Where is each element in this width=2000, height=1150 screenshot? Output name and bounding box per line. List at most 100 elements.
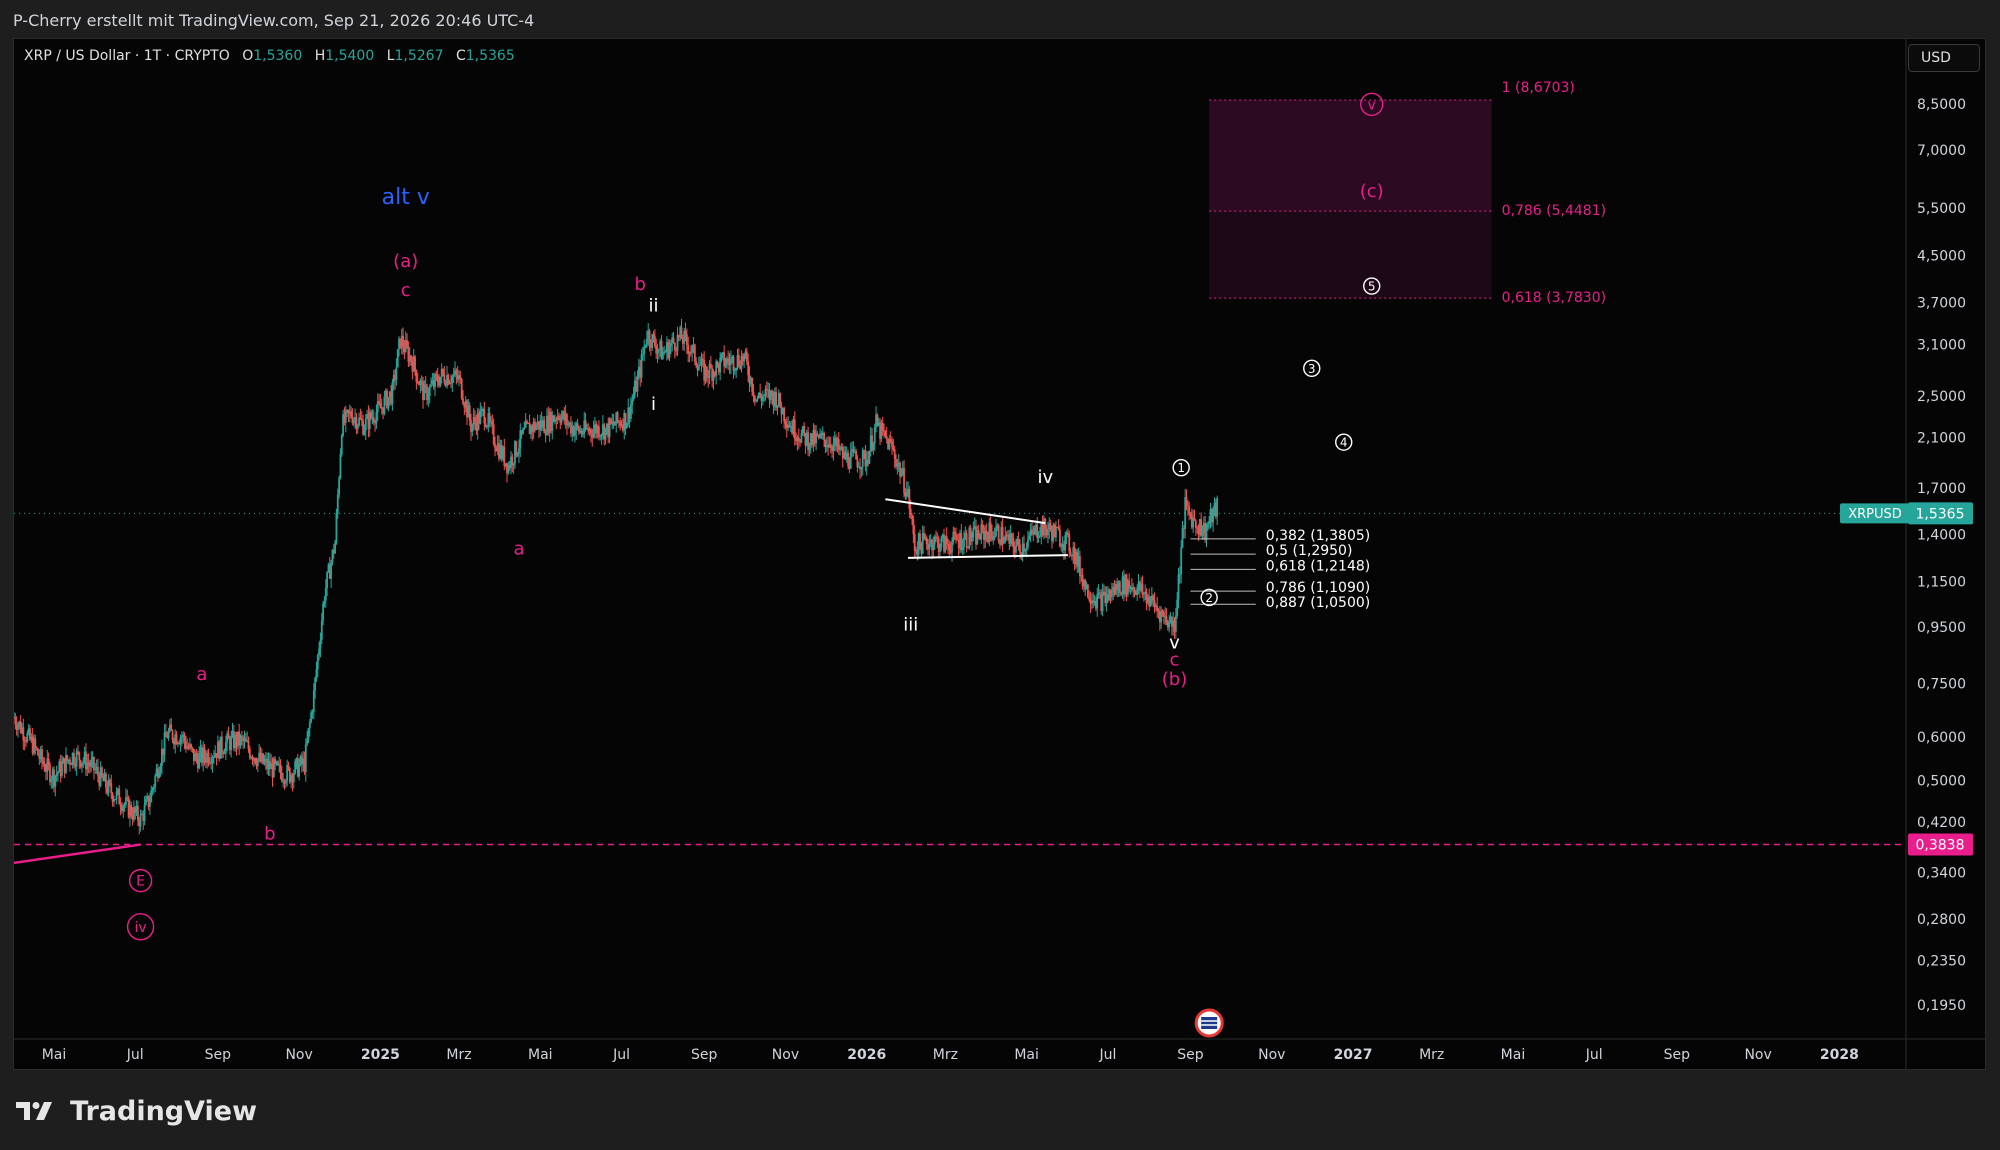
candle-body xyxy=(1025,547,1028,549)
candle-body xyxy=(1145,591,1148,604)
candle-body xyxy=(41,749,43,762)
candle-body xyxy=(240,736,243,738)
candle-body xyxy=(1081,575,1084,587)
chart-area[interactable]: 1 (8,6703) 0,786 (5,4481) 0,618 (3,7830) 0,… xyxy=(13,38,1987,1071)
candle-body xyxy=(724,364,727,367)
candle-body xyxy=(358,417,360,426)
candle-body xyxy=(364,418,367,431)
candle-body xyxy=(880,422,883,439)
candle-body xyxy=(351,416,354,424)
candle-body xyxy=(988,522,991,542)
candle-body xyxy=(689,352,692,354)
candle-body xyxy=(743,354,746,362)
candle-body xyxy=(1057,527,1060,530)
price-chart[interactable]: 1 (8,6703) 0,786 (5,4481) 0,618 (3,7830) 0,… xyxy=(14,39,1987,1071)
candle-body xyxy=(511,456,514,466)
candle-body xyxy=(271,763,274,778)
candle-body xyxy=(192,748,195,761)
candle-body xyxy=(418,382,420,386)
candle-body xyxy=(568,422,571,424)
candle-body xyxy=(554,419,556,422)
candle-body xyxy=(1193,517,1196,521)
candle-body xyxy=(1150,595,1153,602)
candle-body xyxy=(363,430,366,435)
candle-body xyxy=(1051,530,1053,541)
candle-body xyxy=(1134,591,1137,595)
candle-body xyxy=(923,533,925,539)
candle-body xyxy=(1106,594,1109,601)
candle-body xyxy=(376,401,379,413)
candle-body xyxy=(729,359,732,365)
currency-button[interactable]: USD xyxy=(1908,44,1980,72)
candle-body xyxy=(945,536,948,544)
candle-body xyxy=(223,753,226,755)
x-axis-tick: Mrz xyxy=(933,1047,958,1063)
candle-body xyxy=(639,366,642,378)
candle-body xyxy=(551,415,554,431)
candle-body xyxy=(1162,612,1165,617)
candle-body xyxy=(97,766,99,776)
candle-body xyxy=(1117,581,1120,590)
candle-body xyxy=(668,346,671,358)
attribution-bar: P-Cherry erstellt mit TradingView.com, S… xyxy=(0,0,2000,38)
candle-body xyxy=(475,422,478,432)
candle-body xyxy=(65,755,67,773)
candle-body xyxy=(940,537,943,548)
candle-body xyxy=(855,451,857,460)
candle-body xyxy=(1064,535,1067,551)
symbol-name[interactable]: XRP / US Dollar · 1T · CRYPTO xyxy=(24,48,230,64)
candle-body xyxy=(45,770,47,772)
candle-body xyxy=(797,437,800,441)
candle-body xyxy=(1035,524,1037,528)
candle-body xyxy=(550,412,552,431)
candle-body xyxy=(419,380,422,386)
candle-body xyxy=(973,526,976,529)
y-axis-tick: 0,5000 xyxy=(1917,773,1966,789)
candle-body xyxy=(459,375,462,379)
candle-body xyxy=(992,536,995,540)
candle-body xyxy=(479,411,482,424)
candle-body xyxy=(939,547,941,552)
candle-body xyxy=(411,361,414,372)
candle-body xyxy=(166,736,169,739)
candle-body xyxy=(843,451,845,459)
candle-body xyxy=(623,413,626,431)
candle-body xyxy=(1118,581,1121,593)
candle-body xyxy=(272,758,275,778)
candle-body xyxy=(1009,533,1012,544)
candle-body xyxy=(656,350,659,354)
candle-body xyxy=(500,445,503,459)
candle-body xyxy=(304,744,307,773)
candle-body xyxy=(745,351,748,362)
candle-body xyxy=(307,728,310,740)
candle-body xyxy=(471,424,474,432)
candle-body xyxy=(252,758,255,761)
candle-body xyxy=(647,330,650,339)
candle-body xyxy=(470,420,472,432)
candle-body xyxy=(1174,615,1177,632)
candle-body xyxy=(210,762,213,764)
candle-body xyxy=(712,371,715,381)
candle-body xyxy=(226,733,229,743)
candle-body xyxy=(286,764,289,782)
candle-body xyxy=(1125,574,1128,595)
candle-body xyxy=(576,423,579,428)
candle-body xyxy=(439,376,442,386)
candle-body xyxy=(374,422,376,424)
wave-circle-label: E xyxy=(136,874,145,890)
candle-body xyxy=(713,371,716,376)
candle-body xyxy=(491,421,494,425)
candle-body xyxy=(868,451,871,464)
candle-body xyxy=(704,366,707,381)
candle-body xyxy=(919,533,921,544)
candle-body xyxy=(981,524,984,528)
candle-body xyxy=(596,426,599,434)
candle-body xyxy=(1040,523,1043,536)
tradingview-logo[interactable]: TradingView xyxy=(14,1095,257,1127)
candle-body xyxy=(291,775,294,783)
candle-body xyxy=(773,391,776,407)
candle-body xyxy=(633,380,636,395)
candle-body xyxy=(657,349,660,351)
candle-body xyxy=(736,355,739,369)
candle-body xyxy=(959,532,961,549)
